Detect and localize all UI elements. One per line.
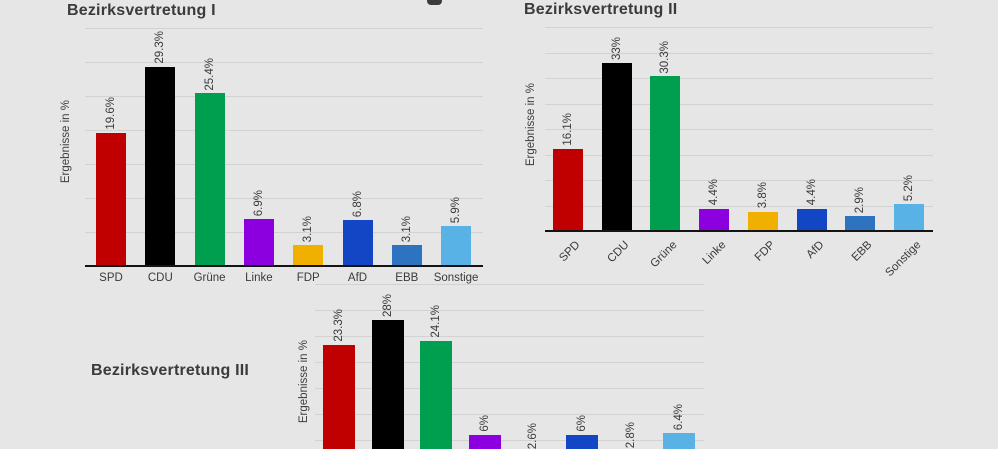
gridline-15pct bbox=[545, 154, 933, 156]
gridline-5pct bbox=[85, 232, 483, 233]
gridline-25pct bbox=[315, 336, 704, 337]
gridline-20pct bbox=[545, 129, 933, 130]
gridline-5pct bbox=[315, 440, 704, 441]
value-label-fdp: 3.8% bbox=[756, 182, 769, 209]
xtick-label-linke: Linke bbox=[245, 272, 273, 284]
value-label-cdu: 33% bbox=[610, 36, 623, 60]
gridline-15pct bbox=[85, 164, 483, 165]
value-label-sonstige: 5.2% bbox=[902, 175, 915, 202]
bar-spd bbox=[96, 132, 126, 266]
value-label-spd: 16.1% bbox=[562, 113, 574, 146]
value-label-fdp: 2.6% bbox=[527, 423, 540, 449]
xtick-label-spd: SPD bbox=[99, 272, 123, 284]
value-label-afd: 6% bbox=[576, 415, 588, 432]
chart-3-y-axis-label: Ergebnisse in % bbox=[298, 340, 310, 424]
bar-cdu bbox=[145, 66, 176, 266]
gridline-20pct bbox=[85, 130, 483, 131]
value-label-linke: 4.4% bbox=[708, 179, 721, 206]
bar-fdp bbox=[747, 211, 778, 231]
gridline-10pct bbox=[315, 414, 704, 415]
xtick-label-cdu: CDU bbox=[147, 272, 173, 284]
bar-cdu bbox=[601, 62, 632, 231]
bar-spd bbox=[553, 148, 583, 231]
bar-linke bbox=[468, 434, 501, 449]
bar-afd bbox=[566, 434, 598, 449]
value-label-grüne: 25.4% bbox=[203, 57, 216, 91]
gridline-30pct bbox=[545, 78, 933, 79]
gridline-10pct bbox=[85, 198, 483, 199]
bar-sonstige bbox=[441, 225, 472, 266]
chart-2-y-axis-label: Ergebnisse in % bbox=[525, 83, 537, 167]
chart-3-title: Bezirksvertretung III bbox=[91, 362, 250, 379]
gridline-35pct bbox=[545, 52, 933, 54]
gridline-30pct bbox=[315, 310, 704, 311]
bar-spd bbox=[323, 344, 355, 449]
value-label-ebb: 2.9% bbox=[854, 187, 867, 214]
value-label-cdu: 29.3% bbox=[154, 31, 167, 64]
value-label-afd: 6.8% bbox=[351, 190, 364, 217]
chart-2-title: Bezirksvertretung II bbox=[524, 1, 678, 18]
bar-sonstige bbox=[663, 432, 696, 449]
gridline-20pct bbox=[315, 362, 704, 363]
bar-ebb bbox=[391, 244, 422, 266]
value-label-grüne: 24.1% bbox=[430, 305, 443, 338]
gridline-35pct bbox=[85, 28, 483, 29]
value-label-linke: 6% bbox=[478, 415, 491, 432]
bar-cdu bbox=[371, 320, 404, 449]
bar-fdp bbox=[293, 244, 324, 266]
bar-linke bbox=[243, 219, 274, 266]
value-label-fdp: 3.1% bbox=[302, 215, 315, 242]
chart-1-y-axis-label: Ergebnisse in % bbox=[60, 100, 72, 184]
value-label-spd: 19.6% bbox=[105, 97, 117, 130]
value-label-grüne: 30.3% bbox=[659, 40, 672, 74]
gridline-35pct bbox=[315, 284, 704, 285]
value-label-ebb: 3.1% bbox=[400, 215, 413, 242]
gridline-15pct bbox=[315, 388, 704, 389]
chart-1-title: Bezirksvertretung I bbox=[67, 2, 216, 19]
value-label-spd: 23.3% bbox=[333, 309, 345, 342]
bar-grüne bbox=[194, 93, 225, 266]
bar-afd bbox=[342, 219, 373, 266]
value-label-linke: 6.9% bbox=[252, 189, 265, 217]
gridline-30pct bbox=[85, 62, 483, 63]
xtick-label-fdp: FDP bbox=[296, 272, 320, 284]
bar-afd bbox=[796, 208, 827, 231]
xtick-label-afd: AfD bbox=[347, 272, 368, 284]
xtick-label-ebb: EBB bbox=[395, 272, 419, 284]
bar-grüne bbox=[420, 340, 453, 449]
bar-sonstige bbox=[893, 204, 924, 231]
xtick-label-grüne: Grüne bbox=[193, 272, 226, 284]
value-label-sonstige: 5.9% bbox=[450, 196, 463, 223]
bar-grüne bbox=[650, 76, 681, 231]
gridline-10pct bbox=[545, 180, 933, 181]
x-axis-line bbox=[85, 265, 483, 267]
x-axis-line bbox=[545, 230, 933, 232]
gridline-25pct bbox=[545, 103, 933, 105]
bar-ebb bbox=[845, 216, 876, 231]
value-label-ebb: 2.8% bbox=[624, 422, 637, 449]
value-label-afd: 4.4% bbox=[805, 179, 818, 206]
gridline-5pct bbox=[545, 205, 933, 207]
xtick-label-sonstige: Sonstige bbox=[433, 272, 479, 284]
gridline-25pct bbox=[85, 96, 483, 97]
value-label-cdu: 28% bbox=[381, 294, 394, 318]
value-label-sonstige: 6.4% bbox=[673, 403, 686, 430]
bar-linke bbox=[699, 208, 730, 231]
cut-off-page-title-descender bbox=[427, 0, 442, 5]
gridline-40pct bbox=[545, 27, 933, 28]
